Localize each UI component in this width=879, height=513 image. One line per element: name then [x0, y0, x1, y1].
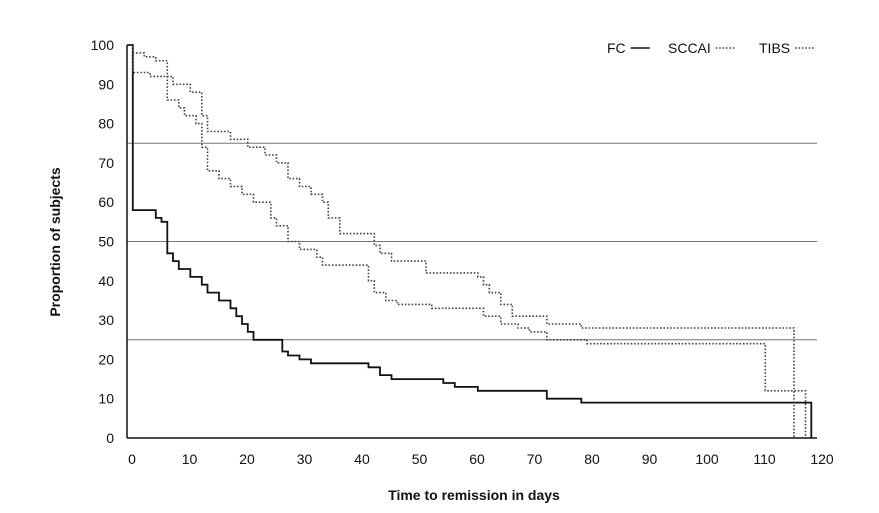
y-tick-label: 90 [98, 76, 114, 92]
y-tick-label: 70 [98, 155, 114, 171]
y-tick-labels: 0 10 20 30 40 50 60 70 80 90 100 [91, 37, 115, 446]
x-tick-label: 30 [297, 451, 313, 467]
x-tick-label: 70 [527, 451, 543, 467]
axes [126, 45, 817, 439]
y-tick-label: 10 [98, 391, 114, 407]
y-axis-label: Proportion of subjects [47, 167, 63, 317]
x-tick-label: 20 [239, 451, 255, 467]
x-tick-label: 10 [182, 451, 198, 467]
y-tick-label: 100 [91, 37, 115, 53]
x-tick-label: 0 [128, 451, 136, 467]
y-tick-label: 30 [98, 312, 114, 328]
series-fc-line [127, 44, 813, 438]
x-tick-label: 50 [412, 451, 428, 467]
y-tick-label: 80 [98, 116, 114, 132]
y-tick-label: 50 [98, 234, 114, 250]
x-tick-label: 120 [810, 451, 834, 467]
x-tick-label: 80 [584, 451, 600, 467]
x-tick-label: 110 [753, 451, 776, 467]
legend: FC SCCAI TIBS [607, 40, 815, 56]
legend-label-fc: FC [607, 40, 626, 56]
y-tick-label: 60 [98, 194, 114, 210]
x-tick-label: 60 [469, 451, 485, 467]
y-tick-label: 0 [106, 430, 114, 446]
x-axis-label: Time to remission in days [388, 487, 560, 503]
x-tick-label: 100 [695, 451, 719, 467]
y-tick-label: 40 [98, 273, 114, 289]
x-tick-label: 90 [642, 451, 658, 467]
x-tick-label: 40 [354, 451, 370, 467]
legend-label-sccai: SCCAI [668, 40, 711, 56]
reference-lines [127, 142, 817, 341]
series-sccai-line [127, 44, 795, 438]
legend-label-tibs: TIBS [759, 40, 790, 56]
y-tick-label: 20 [98, 351, 114, 367]
x-tick-labels: 0 10 20 30 40 50 60 70 80 90 100 110 120 [128, 451, 834, 467]
series-group [127, 44, 813, 438]
